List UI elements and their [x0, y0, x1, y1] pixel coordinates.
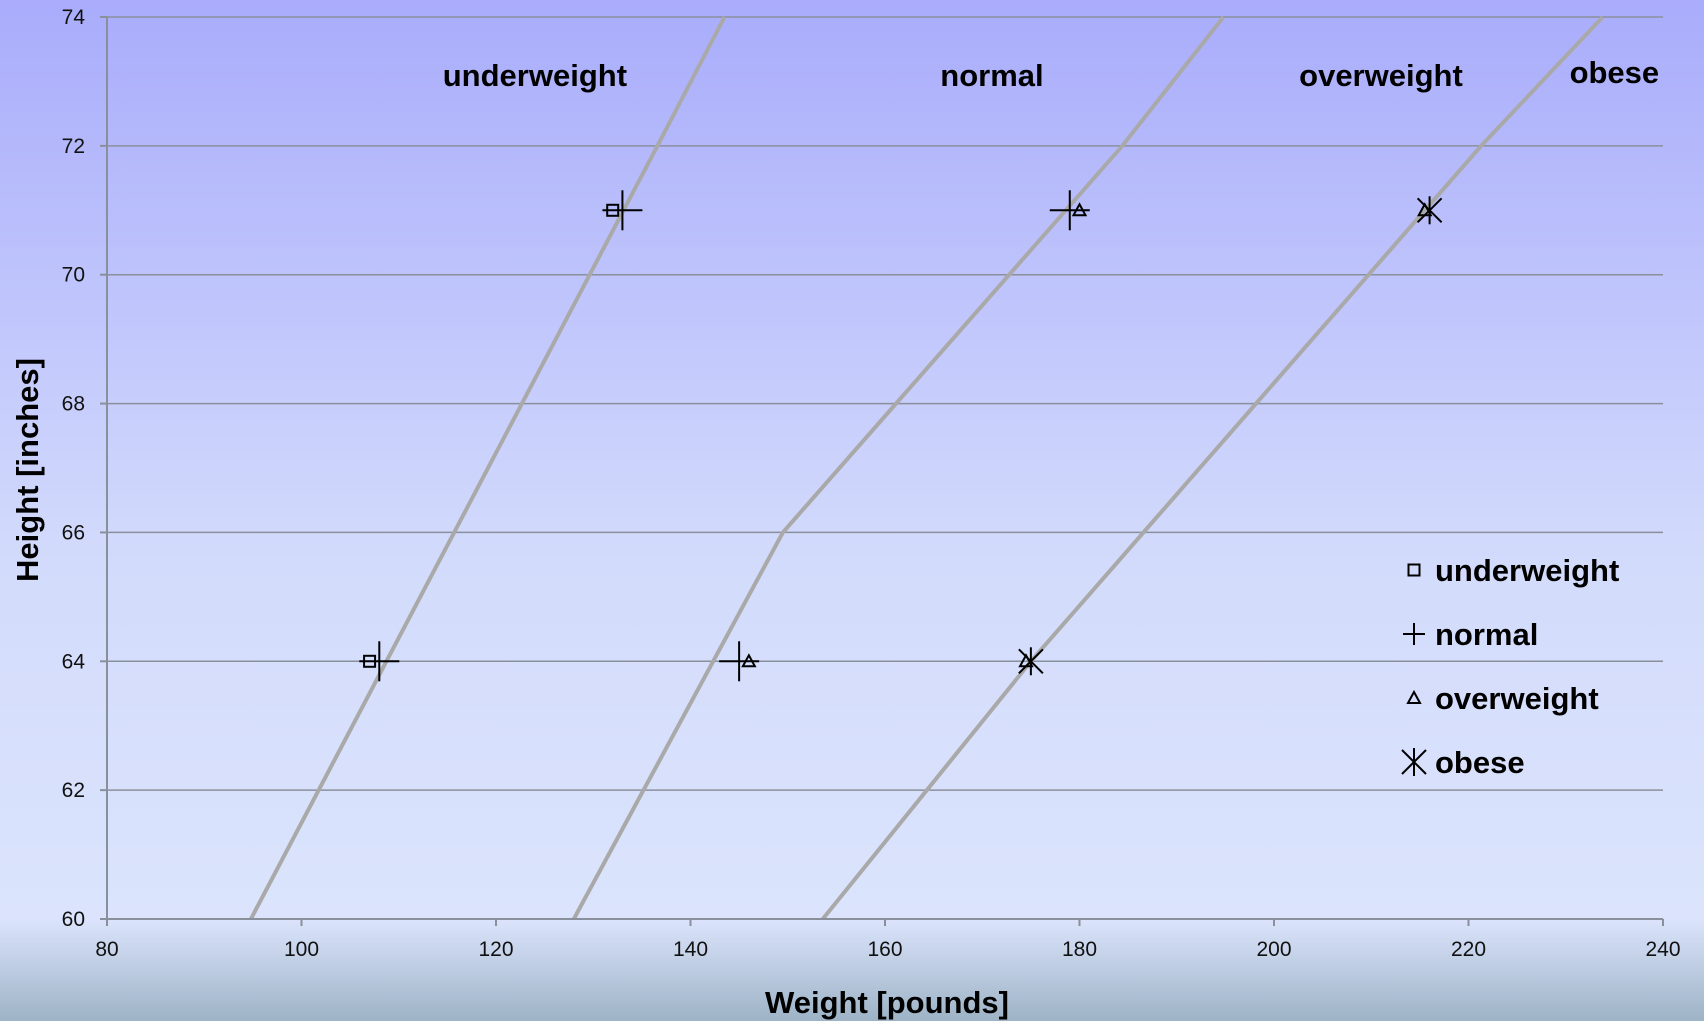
- y-tick-labels: 60 62 64 66 68 70 72 74: [62, 6, 86, 931]
- region-label-underweight: underweight: [443, 58, 627, 93]
- y-tick-label: 64: [62, 650, 86, 673]
- y-tick-label: 70: [62, 264, 85, 287]
- y-tick-label: 72: [62, 135, 85, 158]
- legend: underweight normal overweight obese: [1401, 553, 1619, 780]
- x-tick-label: 220: [1451, 938, 1486, 961]
- x-tick-label: 180: [1062, 938, 1097, 961]
- legend-label-underweight: underweight: [1435, 553, 1619, 588]
- bmi-boundary-line: [572, 15, 1225, 920]
- legend-label-obese: obese: [1435, 745, 1525, 780]
- region-label-overweight: overweight: [1299, 58, 1463, 93]
- legend-marker-underweight: [1407, 563, 1421, 577]
- y-tick-label: 66: [62, 521, 85, 544]
- x-tick-labels: 80 100 120 140 160 180 200 220 240: [95, 938, 1680, 961]
- region-label-obese: obese: [1570, 55, 1660, 90]
- y-tick-label: 62: [62, 779, 85, 802]
- marker-normal: [359, 641, 400, 682]
- marker-obese: [1416, 196, 1443, 225]
- legend-marker-overweight: [1406, 689, 1422, 704]
- legend-label-normal: normal: [1435, 617, 1538, 652]
- x-axis-title: Weight [pounds]: [765, 985, 1009, 1020]
- x-tick-label: 140: [673, 938, 708, 961]
- bmi-boundary-line: [821, 15, 1605, 921]
- region-label-normal: normal: [940, 58, 1043, 93]
- legend-label-overweight: overweight: [1435, 681, 1599, 716]
- legend-marker-normal: [1403, 623, 1425, 645]
- region-labels: underweight normal overweight obese: [443, 55, 1659, 93]
- x-tick-label: 240: [1645, 938, 1680, 961]
- marker-obese: [1018, 647, 1044, 676]
- x-tick-label: 160: [867, 938, 902, 961]
- x-tick-label: 100: [284, 938, 319, 961]
- y-tick-label: 60: [62, 908, 85, 931]
- legend-marker-obese: [1401, 748, 1427, 776]
- axes: [100, 16, 1664, 926]
- x-tick-label: 200: [1256, 938, 1291, 961]
- marker-normal: [602, 190, 643, 231]
- x-tick-label: 120: [478, 938, 513, 961]
- y-tick-label: 68: [62, 393, 85, 416]
- marker-overweight: [741, 653, 757, 668]
- marker-overweight: [1071, 202, 1088, 217]
- x-tick-label: 80: [95, 938, 118, 961]
- y-tick-label: 74: [62, 6, 86, 29]
- y-axis-title: Height [inches]: [10, 358, 45, 582]
- data-markers: [359, 190, 1443, 682]
